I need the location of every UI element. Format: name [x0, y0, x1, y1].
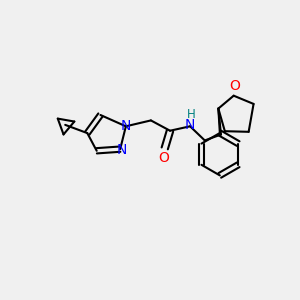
Text: O: O [158, 151, 169, 165]
Text: O: O [230, 79, 241, 93]
Text: N: N [121, 119, 131, 133]
Text: N: N [116, 143, 127, 157]
Text: N: N [184, 118, 195, 132]
Text: H: H [187, 108, 196, 121]
